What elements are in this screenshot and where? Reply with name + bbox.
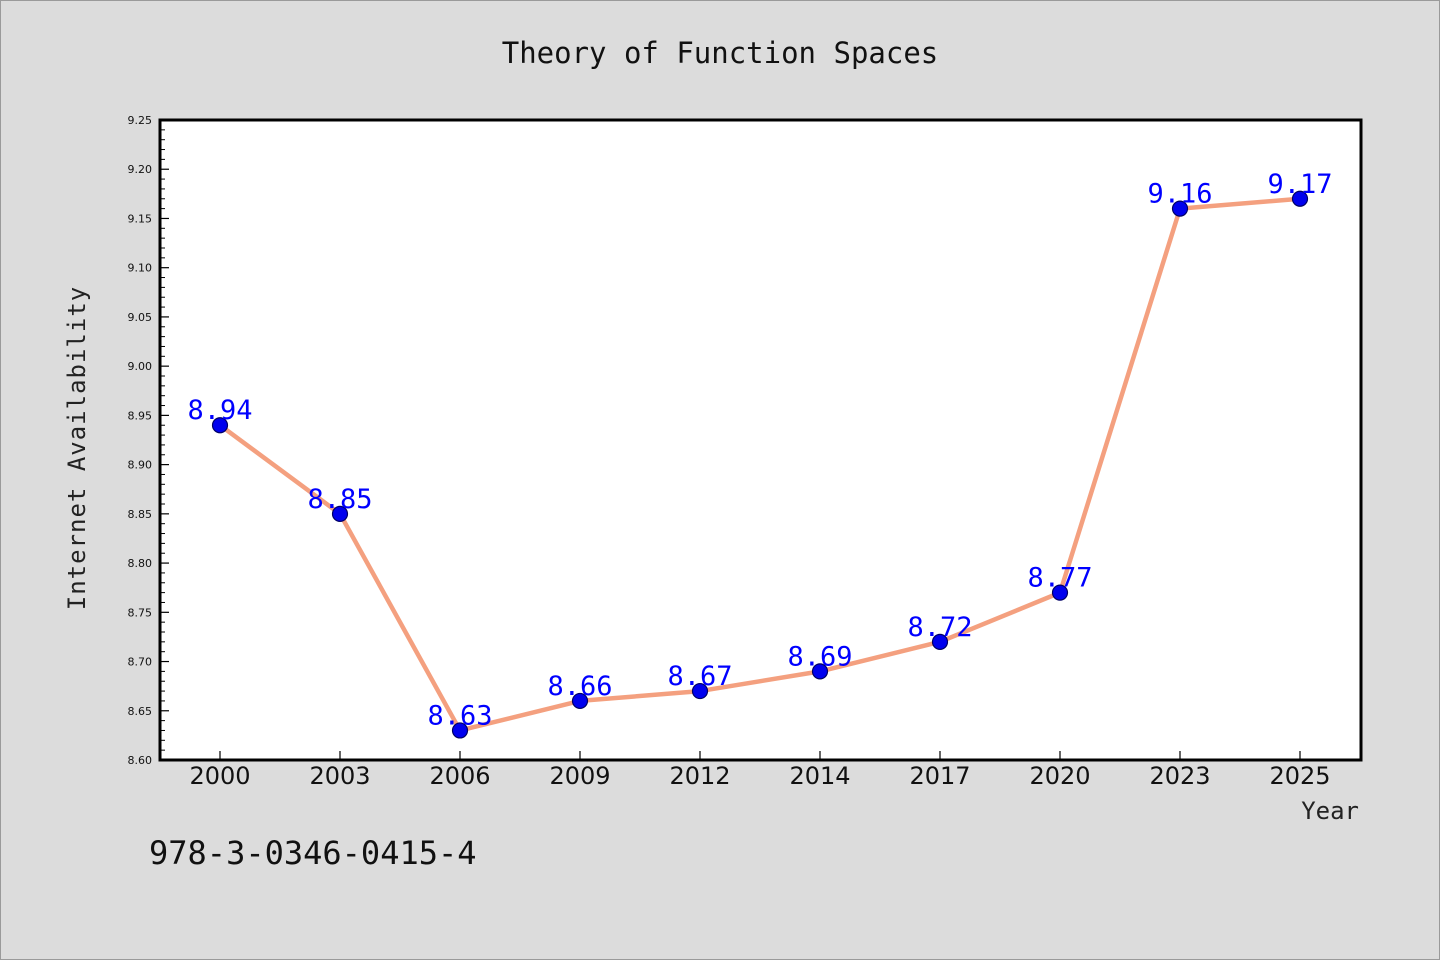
data-point-marker	[1051, 584, 1069, 601]
chart-title: Theory of Function Spaces	[502, 36, 939, 70]
y-tick-label: 9.20	[128, 163, 153, 176]
y-tick-label: 8.95	[128, 409, 153, 422]
data-label: 8.72	[907, 612, 972, 643]
y-tick-label: 8.85	[128, 508, 153, 521]
data-label: 8.85	[307, 484, 372, 515]
data-label: 9.16	[1147, 179, 1212, 210]
data-point-marker	[931, 633, 949, 650]
x-tick-label: 2025	[1269, 762, 1330, 790]
data-point-marker	[1291, 190, 1309, 207]
x-tick-label: 2014	[789, 762, 850, 790]
x-tick-label: 2020	[1029, 762, 1090, 790]
y-tick-label: 9.15	[128, 212, 153, 225]
data-point-marker	[571, 692, 589, 710]
x-axis: 2000 2003 2006 2009 2012 2014 2017 2020 2023 2025	[189, 751, 1331, 790]
x-tick-label: 2003	[309, 762, 370, 790]
data-label: 8.63	[427, 700, 492, 731]
plot-area	[158, 118, 1363, 762]
series-markers	[211, 190, 1309, 739]
series-line-group	[217, 196, 1303, 733]
data-label: 8.77	[1027, 563, 1092, 594]
x-tick-label: 2023	[1149, 762, 1210, 790]
data-label: 8.67	[667, 661, 732, 692]
data-labels: 8.94 8.85 8.63 8.66 8.67 8.69 8.72 8.77 9.16 9.17	[187, 169, 1332, 732]
data-label: 8.94	[187, 395, 252, 426]
data-label: 8.66	[547, 671, 612, 702]
data-point-marker	[211, 417, 229, 434]
y-tick-label: 8.90	[128, 459, 153, 472]
data-point-marker	[451, 722, 469, 739]
series-line	[217, 196, 1303, 733]
y-tick-label: 9.25	[128, 114, 153, 127]
x-tick-label: 2000	[189, 762, 250, 790]
y-tick-label: 8.60	[128, 754, 153, 767]
data-label: 9.17	[1267, 169, 1332, 200]
data-point-marker	[331, 505, 349, 522]
data-point-marker	[1171, 200, 1189, 217]
y-tick-label: 8.75	[128, 606, 153, 619]
y-tick-label: 9.05	[128, 311, 153, 324]
data-point-marker	[811, 663, 829, 680]
data-point-marker	[691, 682, 709, 700]
data-label: 8.69	[787, 641, 852, 672]
y-tick-label: 9.10	[128, 262, 153, 275]
y-tick-label: 8.80	[128, 557, 153, 570]
y-tick-label: 8.65	[128, 705, 153, 718]
x-tick-label: 2017	[909, 762, 970, 790]
y-tick-label: 9.00	[128, 360, 153, 373]
x-tick-label: 2012	[669, 762, 730, 790]
y-axis: 8.60 8.65 8.70 8.75 8.80 8.85 8.90 8.95 9.00 9.05…	[128, 114, 169, 767]
x-tick-label: 2009	[549, 762, 610, 790]
x-axis-title: Year	[1301, 797, 1359, 825]
x-tick-label: 2006	[429, 762, 490, 790]
y-tick-label: 8.70	[128, 656, 153, 669]
y-axis-title: Internet Availability	[63, 286, 91, 610]
isbn-annotation: 978-3-0346-0415-4	[149, 834, 477, 872]
